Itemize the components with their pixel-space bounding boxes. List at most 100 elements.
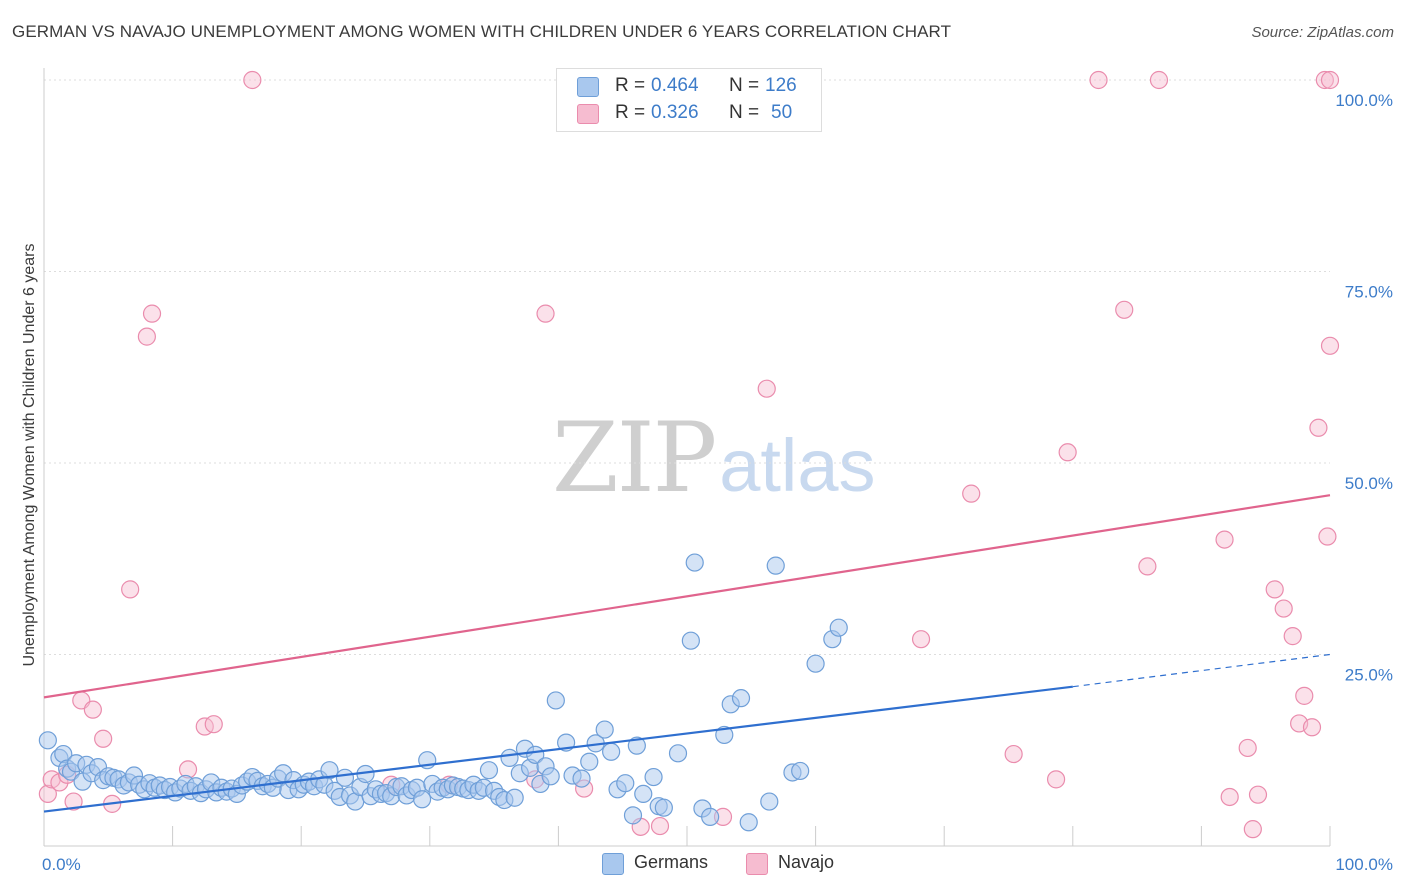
navajo-legend-label: Navajo [778,852,835,872]
german-point [731,689,751,708]
german-point [634,784,653,804]
navajo-point [1315,70,1334,90]
german-point [791,761,810,781]
navajo-point [962,484,981,503]
navajo-point [142,304,162,323]
navajo-point [1274,599,1293,618]
navajo-point [1046,770,1066,789]
german-point [320,761,339,780]
germans-legend-label: Germans [634,852,709,872]
german-point [602,742,621,761]
navajo-point [50,773,69,792]
navajo-point [83,700,102,719]
navajo-trend-line [43,494,1331,699]
navajo-point [1295,686,1314,705]
navajo-swatch [577,104,599,124]
german-point [38,731,57,750]
navajo-point [1089,70,1108,90]
germans-r-value: 0.464 [651,75,699,96]
navajo-point [137,327,156,346]
germans-n-label: N = [729,75,760,96]
navajo-n-value: 50 [771,102,793,123]
navajo-point [1220,787,1239,807]
navajo-point [1283,627,1302,646]
navajo-point [1004,744,1023,764]
navajo-point [121,580,140,599]
navajo-point [1149,70,1169,90]
german-point [580,752,599,771]
navajo-point [1318,527,1337,546]
watermark-zip: ZIP [552,402,717,514]
german-point [505,788,524,807]
navajo-point [1138,557,1157,576]
navajo-point [911,630,931,649]
watermark: ZIPatlas [552,402,876,514]
german-point [681,631,700,650]
tick-labels: 25.0% 50.0% 75.0% 100.0% 0.0% 100.0% [42,91,1393,874]
german-point [412,790,432,809]
navajo-r-value: 0.326 [651,102,699,123]
german-point [572,769,591,788]
navajo-point [1320,336,1340,355]
german-point [644,767,663,787]
german-point [685,553,704,572]
germans-r-label: R = [615,75,646,96]
german-point [715,725,734,745]
navajo-point [1265,580,1284,599]
navajo-point [243,70,262,90]
navajo-n-label: N = [729,102,760,123]
navajo-point [1320,70,1340,90]
german-point [766,556,785,575]
navajo-point [1058,443,1077,462]
navajo-point [38,784,57,804]
german-point [701,807,720,826]
germans-legend-swatch [602,853,624,875]
german-point [335,768,355,787]
navajo-legend-swatch [746,853,768,875]
correlation-legend: R = 0.464 N = 126 R = 0.326 N = 50 [556,68,822,132]
german-point [479,761,499,780]
navajo-point [1115,300,1134,319]
germans-n-value: 126 [765,75,797,96]
german-point [760,792,779,811]
grid-lines [44,79,1330,655]
german-point [627,736,646,755]
y-tick-label-2: 75.0% [1345,283,1393,302]
navajo-point [1243,820,1262,839]
navajo-point [1238,738,1257,758]
navajo-points [38,70,1340,839]
german-point [806,654,825,673]
german-point [668,744,688,763]
watermark-atlas: atlas [719,424,876,507]
germans-swatch [577,77,599,97]
navajo-point [204,715,223,734]
navajo-point [757,379,776,398]
navajo-point [94,729,113,748]
navajo-point [1302,718,1322,737]
navajo-point [536,304,555,323]
navajo-point [1215,530,1234,549]
navajo-point [1248,785,1268,804]
y-tick-label-0: 25.0% [1345,666,1393,685]
german-point [500,748,519,768]
german-points [38,553,848,832]
y-tick-label-3: 100.0% [1335,91,1393,110]
x-tick-label-0: 0.0% [42,855,81,874]
german-point [541,767,560,786]
x-tick-label-1: 100.0% [1335,855,1393,874]
german-point [546,691,565,710]
y-tick-label-1: 50.0% [1345,474,1393,493]
navajo-point [64,792,83,811]
navajo-r-label: R = [615,102,646,123]
source-credit: Source: ZipAtlas.com [1251,24,1394,41]
navajo-point [650,816,670,836]
germans-trend-line [43,685,1073,813]
germans-trend-extension [1072,653,1331,688]
german-point [654,798,673,817]
german-point [616,774,635,793]
trend-lines [43,494,1331,813]
german-point [829,618,848,637]
chart-title: GERMAN VS NAVAJO UNEMPLOYMENT AMONG WOME… [12,22,952,41]
german-point [595,720,614,739]
